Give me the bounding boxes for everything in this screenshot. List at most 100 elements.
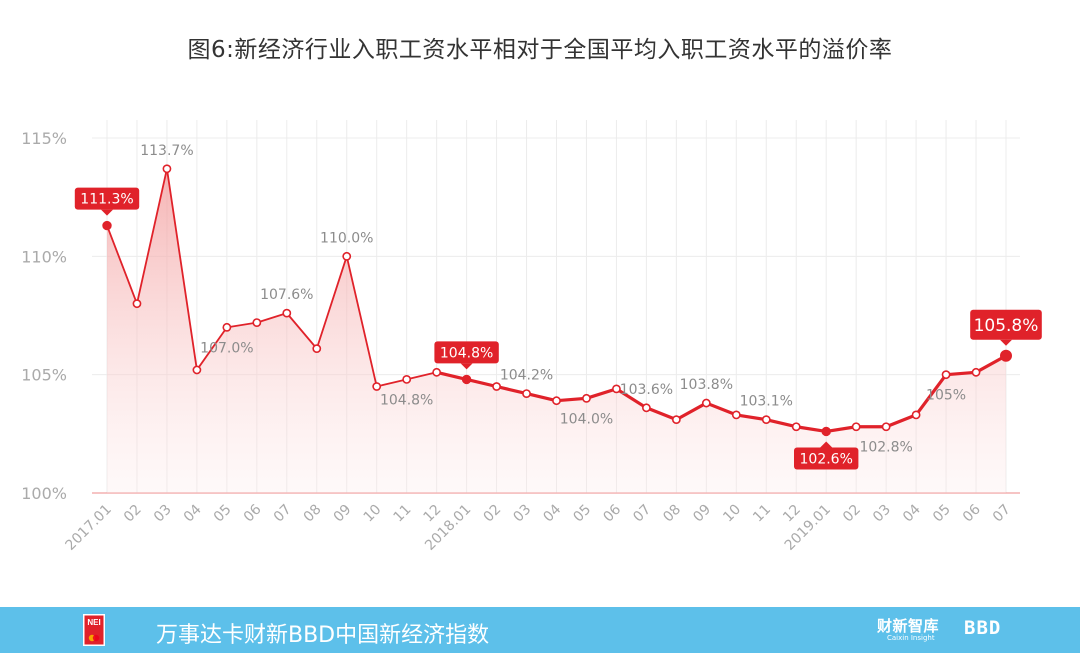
data-point [642,403,651,413]
data-point [492,382,501,391]
series-line-segment [255,312,288,324]
x-tick-label: 02 [480,502,504,526]
series-line-segment [375,378,408,388]
callout-box [794,447,859,470]
bbd-logo: BBD [964,617,1002,639]
series-line-segment [465,377,499,389]
x-tick-label: 03 [510,502,534,526]
data-label: 107.6% [260,287,313,303]
area-fill [107,168,1006,493]
x-tick-label: 04 [540,501,564,525]
area-fill-layer [107,168,1006,493]
svg-text:NEI: NEI [87,618,100,627]
data-label: 104.2% [500,368,553,384]
series-line-segment [704,401,738,417]
x-tick-label: 02 [840,502,864,526]
data-point [372,382,382,391]
x-tick-label: 03 [151,502,175,526]
x-tick-label: 02 [121,502,145,526]
data-point [312,344,322,354]
callout: 105.8% [970,309,1042,346]
series-line-segment [225,321,258,329]
data-label: 104.0% [560,411,613,427]
data-label: 103.1% [740,394,793,410]
data-label: 107.0% [200,340,253,356]
data-point [252,318,262,327]
series-line-segment [345,255,378,388]
data-point [851,422,861,432]
callout: 111.3% [74,187,140,216]
x-tick-label: 06 [241,501,265,525]
caixin-insight-logo: 财新智库 [877,617,940,635]
data-point [761,415,771,425]
y-tick-label: 105% [21,366,67,385]
highlight-point [102,220,112,231]
index-name: 万事达卡财新BBD中国新经济指数 [156,623,490,648]
x-tick-label: 06 [600,501,624,525]
x-tick-label: 04 [900,501,924,525]
line-area-chart: 100% 105% 110% 115% 113.7% 107.0% 107.6% 110.0… [21,120,1042,554]
x-tick-label: 11 [391,502,415,526]
data-labels-layer: 113.7% 107.0% 107.6% 110.0% 104.8% 104.2% 104.… [74,143,1042,470]
series-line-segment [914,373,948,417]
data-point [911,410,921,420]
callout-label: 102.6% [800,452,853,468]
y-axis-ticks: 100% 105% 110% 115% [21,129,67,503]
series-line-segment [405,371,438,381]
data-point [941,370,951,380]
x-tick-label: 12 [421,502,445,526]
series-line-segment [764,418,798,429]
callout-box [434,341,499,364]
data-label: 105% [926,388,966,404]
x-tick-label: 05 [211,502,235,526]
x-tick-label: 03 [870,502,894,526]
series-line-segment [195,326,228,371]
series-line-segment [734,413,768,422]
x-tick-label: 10 [720,502,744,526]
data-point [701,398,711,408]
series-line-segment [584,387,619,400]
data-point [432,367,442,377]
x-tick-label: 06 [960,501,984,525]
data-label: 113.7% [140,143,193,159]
callout-label: 111.3% [80,192,133,208]
series-line-segment [166,167,198,371]
data-point [342,251,352,261]
series-line-segment [315,255,348,350]
callout-pointer [101,209,113,216]
data-point [282,308,292,318]
series-line-segment [674,401,708,422]
data-point [612,384,621,394]
data-label: 110.0% [320,230,373,246]
series-line-segment [614,387,649,410]
caixin-insight-subtitle: Caixin Insight [887,634,935,642]
data-label: 102.8% [859,440,912,456]
callout-pointer [460,363,473,370]
highlight-point [821,426,831,437]
x-tick-label: 07 [630,502,654,526]
data-point [791,422,801,432]
highlight-point [1000,349,1012,362]
x-tick-label: 10 [361,502,385,526]
x-tick-label: 08 [301,502,325,526]
x-tick-label: 09 [331,502,355,526]
callout: 104.8% [434,341,499,370]
data-label: 104.8% [380,392,433,408]
y-tick-label: 115% [21,129,67,148]
series-line-segment [554,396,589,403]
series-line-segment [136,167,168,305]
footer-bar: NEI 万事达卡财新BBD中国新经济指数 财新智库 Caixin Insight… [0,607,1080,653]
series-line-segment [824,425,858,434]
data-point [402,374,412,384]
data-point [192,365,202,375]
series-line-segment [435,370,469,381]
x-tick-label: 2017.01 [63,502,115,554]
series-line-segment [944,370,978,377]
x-tick-label: 07 [271,502,295,526]
x-tick-label: 09 [690,502,714,526]
x-tick-label: 11 [750,502,774,526]
highlight-point [461,374,472,385]
y-tick-label: 110% [21,247,67,266]
callout-box [970,309,1042,340]
